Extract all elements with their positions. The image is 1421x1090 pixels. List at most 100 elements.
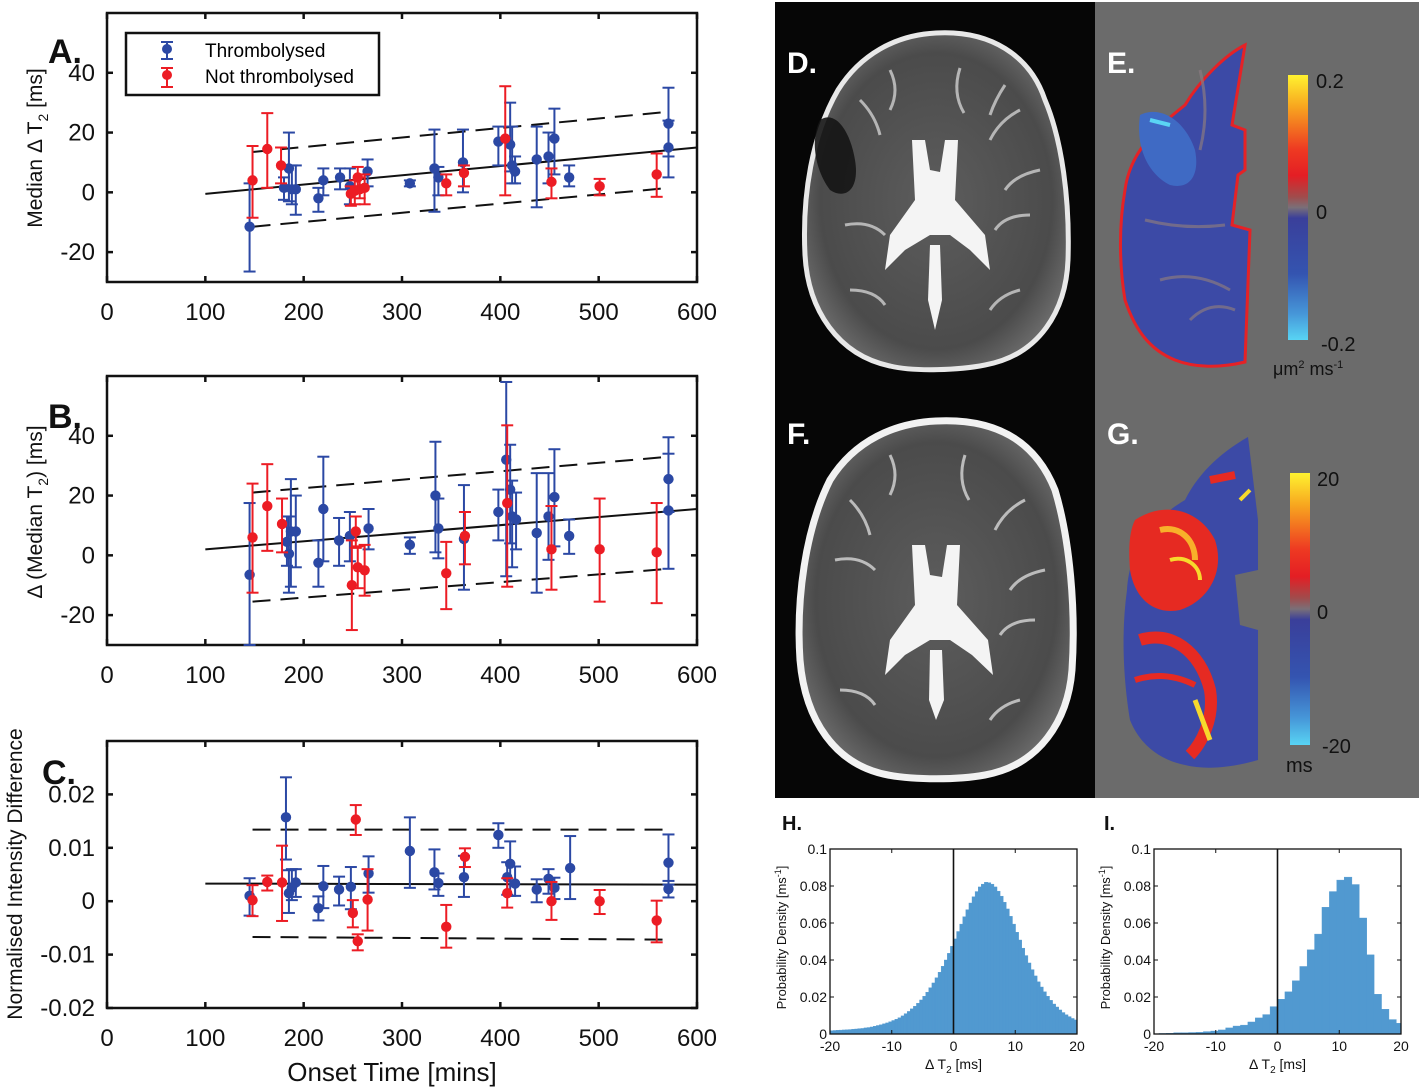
histogram-bar xyxy=(931,982,936,1035)
data-point xyxy=(433,877,444,889)
y-tick-label: 0.08 xyxy=(800,878,827,894)
colorbar-e-mid: 0 xyxy=(1316,202,1327,224)
x-axis-label-subscript: 2 xyxy=(946,1065,952,1076)
data-point xyxy=(350,814,361,825)
y-axis-label-suffix: ] xyxy=(774,866,789,870)
x-axis-label-suffix: [ms] xyxy=(952,1056,982,1072)
histogram-bar xyxy=(1232,1025,1241,1035)
x-tick-label: 500 xyxy=(579,299,619,326)
x-tick-label: 200 xyxy=(284,1025,324,1052)
data-point xyxy=(429,867,440,878)
plot-frame xyxy=(105,374,699,647)
panel-h-histogram: -20 -10 0 10 20 0 0.02 0.04 0.06 0.08 0.1 Δ T2 [ms]… xyxy=(773,813,1085,1076)
y-axis-label-superscript: -1 xyxy=(773,869,783,877)
legend-marker-not-thrombolysed xyxy=(162,70,172,80)
histogram-bar xyxy=(937,972,942,1035)
data-point xyxy=(347,907,359,919)
panel-label: A. xyxy=(48,33,82,71)
y-tick-label: 40 xyxy=(68,423,95,450)
histogram-bar xyxy=(974,891,979,1035)
data-point xyxy=(651,915,662,926)
legend-box xyxy=(124,31,381,97)
data-point xyxy=(318,175,329,186)
histogram-bar xyxy=(1052,1003,1056,1035)
histogram-bar xyxy=(1292,980,1301,1035)
histogram-bar xyxy=(891,1020,896,1035)
data-point xyxy=(333,535,345,546)
histogram-bar xyxy=(987,882,992,1035)
panel-label-d: D. xyxy=(787,47,817,80)
upper-prediction-band xyxy=(252,455,670,494)
y-axis-label-superscript: -1 xyxy=(1097,869,1107,877)
histogram-bar xyxy=(971,896,976,1035)
y-axis-label-suffix: ] xyxy=(1098,866,1113,870)
histogram-bar xyxy=(1366,954,1375,1035)
data-point xyxy=(663,883,674,895)
y-tick-label: 0.02 xyxy=(800,989,827,1005)
regression-line xyxy=(205,882,698,886)
colorbar-e xyxy=(1288,75,1308,340)
colorbar-e-unit: μm2 ms-1 xyxy=(1273,359,1343,379)
data-point xyxy=(663,505,674,516)
y-tick-label: 0 xyxy=(82,542,95,569)
data-point xyxy=(313,557,324,569)
data-point xyxy=(543,151,554,162)
legend-marker-thrombolysed xyxy=(162,44,172,54)
histogram-bar xyxy=(885,1022,890,1035)
series-not-thrombolysed xyxy=(246,85,663,219)
data-point xyxy=(290,877,301,888)
histogram-bar xyxy=(851,1028,856,1035)
histogram-bar xyxy=(1269,1006,1278,1035)
x-axis-label: Δ T2 [ms] xyxy=(925,1056,982,1076)
x-tick-label: 200 xyxy=(284,662,324,689)
y-tick-label: 0.02 xyxy=(1124,989,1151,1005)
data-point xyxy=(458,167,470,179)
data-point xyxy=(549,133,560,144)
y-tick-label: -0.01 xyxy=(40,942,95,969)
histogram-bar xyxy=(854,1028,859,1035)
data-point xyxy=(459,851,471,863)
data-point xyxy=(663,857,674,868)
data-point xyxy=(318,881,329,892)
histogram-bar xyxy=(1373,994,1382,1035)
histogram-bar xyxy=(857,1028,862,1035)
x-tick-label: 0 xyxy=(950,1038,958,1054)
histogram-bar xyxy=(906,1011,911,1035)
x-tick-label: 10 xyxy=(1331,1038,1347,1054)
legend-item-not-thrombolysed: Not thrombolysed xyxy=(161,67,354,88)
histogram-bar xyxy=(879,1024,883,1035)
mri-panels: D. 0.2 0 -0.2 μm2 ms-1 E. xyxy=(775,2,1419,798)
y-tick-label: -0.02 xyxy=(40,995,95,1022)
histogram-bar xyxy=(860,1028,865,1035)
x-tick-label: 600 xyxy=(677,299,717,326)
histogram-bar xyxy=(1336,879,1345,1035)
y-tick-label: 20 xyxy=(68,483,95,510)
y-tick-label: 0.01 xyxy=(48,835,95,862)
x-tick-label: 10 xyxy=(1007,1038,1023,1054)
x-tick-label: 400 xyxy=(480,1025,520,1052)
data-point xyxy=(359,182,370,194)
mri-image-d: D. xyxy=(787,30,1071,373)
y-axis-label-subscript: 2 xyxy=(35,478,51,486)
data-point xyxy=(404,539,416,551)
data-point xyxy=(247,175,258,186)
histogram-bar xyxy=(1045,996,1050,1035)
histogram-bar xyxy=(1055,1006,1059,1035)
data-point xyxy=(362,894,373,905)
histogram-bar xyxy=(1284,991,1293,1035)
color-map-e: 0.2 0 -0.2 μm2 ms-1 E. xyxy=(1107,42,1355,379)
x-tick-label: -20 xyxy=(820,1038,840,1054)
data-point xyxy=(510,514,522,525)
data-point xyxy=(441,921,452,933)
data-point xyxy=(276,877,288,888)
colorbar-g-unit: ms xyxy=(1286,755,1313,777)
histogram-bar xyxy=(876,1025,880,1035)
x-tick-label: -10 xyxy=(882,1038,902,1054)
y-axis-label: Probability Density [ms-1] xyxy=(1097,866,1113,1010)
data-point xyxy=(275,160,287,171)
y-axis-label-text: Normalised Intensity Difference xyxy=(4,728,27,1019)
histogram-bar xyxy=(1033,975,1038,1035)
data-point xyxy=(276,518,288,530)
y-tick-label: 0 xyxy=(1143,1026,1151,1042)
